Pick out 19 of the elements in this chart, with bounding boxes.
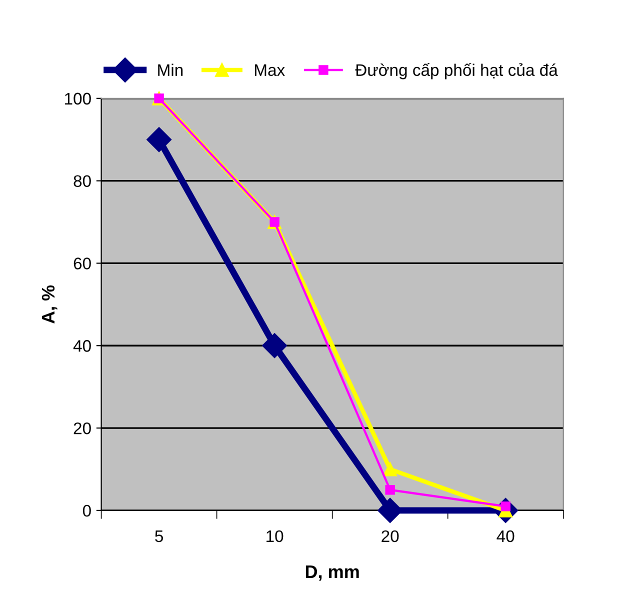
y-axis-title: A, % — [42, 285, 58, 324]
point — [146, 127, 172, 152]
x-tick-label: 10 — [266, 530, 284, 542]
y-tick-label: 0 — [82, 504, 91, 517]
x-axis-title: D, mm — [306, 566, 359, 581]
y-tick-label: 40 — [73, 340, 91, 352]
legend-label: Max — [254, 64, 285, 76]
y-tick-label: 100 — [65, 92, 91, 105]
legend-label: Min — [158, 64, 183, 76]
x-tick-label: 20 — [382, 530, 399, 542]
y-tick-label: 80 — [74, 175, 91, 188]
x-tick-label: 40 — [496, 530, 514, 542]
y-tick-label: 20 — [74, 422, 91, 434]
x-tick-label: 5 — [155, 530, 163, 542]
legend-label: Đường cấp phối hạt của đá — [355, 63, 558, 80]
point — [262, 333, 288, 358]
y-tick-label: 60 — [74, 258, 91, 270]
point — [385, 484, 395, 495]
point — [383, 462, 398, 476]
